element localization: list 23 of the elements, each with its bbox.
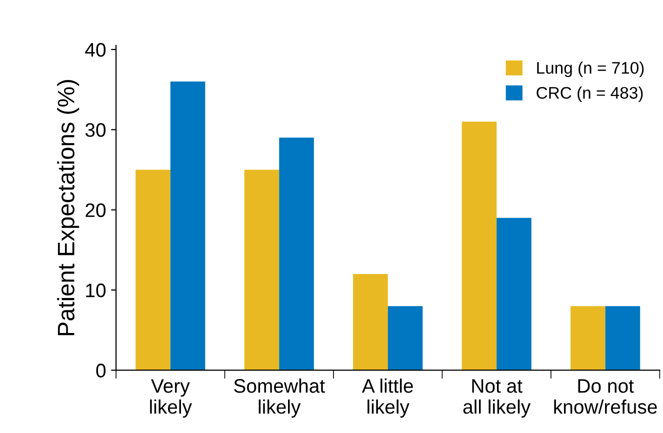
bar	[353, 274, 388, 370]
bar	[279, 138, 314, 370]
y-tick-label: 40	[85, 42, 106, 57]
bar	[244, 170, 280, 370]
x-tick-label: Not at all likely	[463, 379, 531, 418]
y-tick-label: 10	[86, 284, 106, 298]
y-axis-title: Patient Expectations (%)	[57, 80, 80, 336]
x-tick-label: Somewhat likely	[234, 378, 325, 418]
y-tick-label: 0	[96, 364, 106, 378]
y-tick-label: 30	[85, 123, 106, 137]
bar	[388, 306, 423, 370]
bar	[136, 170, 170, 370]
legend-label: CRC (n = 483)	[536, 86, 643, 102]
x-tick-label: Do not know/refuse	[554, 379, 657, 414]
legend-label: Lung (n = 710)	[537, 62, 644, 78]
bar	[570, 306, 606, 370]
x-tick-label: Very likely	[150, 379, 192, 418]
bar	[462, 122, 497, 370]
x-tick-label: A little likely	[362, 378, 413, 418]
bar	[605, 306, 640, 370]
bar	[496, 218, 532, 370]
bar	[170, 82, 206, 370]
y-tick-label: 20	[86, 203, 106, 218]
